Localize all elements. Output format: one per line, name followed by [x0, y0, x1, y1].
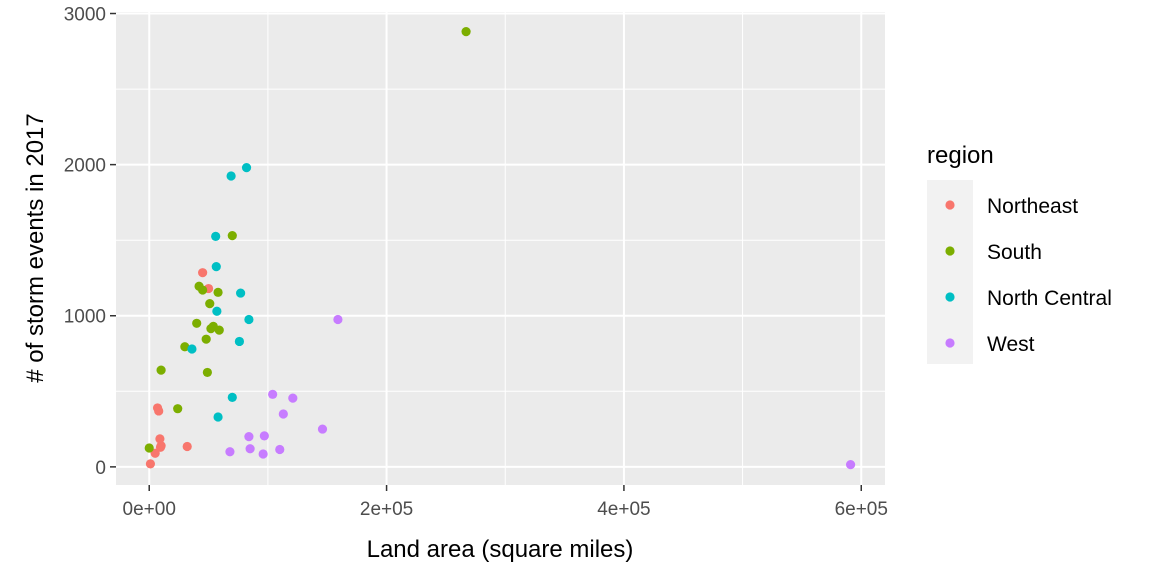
point-south: [202, 367, 212, 378]
point-west: [244, 432, 254, 442]
point-north-central: [187, 344, 197, 354]
y-tick-label: 3000: [64, 5, 106, 26]
legend-label-south: South: [987, 241, 1042, 264]
point-northeast: [145, 459, 156, 469]
point-west: [317, 424, 328, 434]
x-tick-label: 6e+05: [835, 499, 888, 520]
point-north-central: [211, 262, 221, 272]
point-west: [225, 447, 235, 457]
point-west: [288, 393, 298, 403]
point-south: [180, 342, 190, 352]
point-northeast: [182, 441, 192, 452]
y-tick-label: 1000: [64, 307, 106, 328]
point-northeast: [198, 268, 208, 278]
point-northeast: [155, 434, 165, 444]
axis-ticks: 0e+00 2e+05 4e+05 6e+05 0 1000 2000 3000: [64, 5, 888, 520]
point-north-central: [213, 412, 223, 422]
point-west: [845, 459, 856, 470]
y-axis-title: # of storm events in 2017: [22, 113, 49, 382]
point-south: [461, 27, 471, 37]
legend-key-northeast: [945, 200, 955, 210]
legend-label-north-central: North Central: [987, 287, 1112, 310]
point-south: [156, 365, 166, 375]
data-points: [144, 27, 856, 470]
point-west: [259, 431, 269, 441]
legend-key-west: [945, 338, 955, 348]
point-north-central: [241, 163, 252, 173]
point-west: [275, 444, 285, 455]
point-northeast: [156, 441, 166, 451]
legend-items: Northeast South North Central West: [945, 195, 1112, 356]
point-west: [245, 444, 255, 454]
point-west: [333, 314, 343, 325]
y-tick-label: 0: [95, 458, 106, 479]
point-south: [144, 443, 154, 453]
point-west: [278, 409, 288, 419]
y-tick-label: 2000: [64, 156, 106, 177]
point-north-central: [211, 231, 221, 242]
plot-panel: [116, 12, 885, 485]
point-south: [205, 299, 215, 309]
major-gridlines: [116, 12, 885, 485]
point-south: [227, 231, 237, 241]
legend-key-background: [927, 180, 973, 364]
x-tick-label: 0e+00: [123, 499, 176, 520]
legend-label-northeast: Northeast: [987, 195, 1078, 218]
x-axis-title: Land area (square miles): [367, 536, 634, 563]
minor-gridlines: [116, 12, 885, 485]
point-north-central: [227, 392, 237, 402]
point-northeast: [150, 448, 160, 458]
point-north-central: [236, 288, 246, 298]
point-south: [198, 285, 208, 295]
legend-title: region: [927, 142, 994, 169]
point-south: [213, 287, 223, 297]
legend-key-south: [945, 246, 955, 256]
point-south: [192, 318, 202, 328]
point-south: [214, 325, 224, 335]
point-north-central: [212, 306, 222, 316]
point-north-central: [244, 314, 254, 325]
x-tick-label: 4e+05: [597, 499, 650, 520]
legend: region Northeast South North Central West: [927, 142, 1112, 364]
point-north-central: [226, 171, 236, 181]
point-south: [173, 404, 183, 414]
x-tick-label: 2e+05: [360, 499, 413, 520]
point-south: [201, 334, 211, 344]
point-northeast: [154, 406, 164, 416]
point-west: [258, 449, 268, 459]
point-west: [268, 389, 278, 399]
legend-label-west: West: [987, 333, 1035, 356]
legend-key-north-central: [945, 292, 955, 302]
point-north-central: [234, 336, 245, 347]
